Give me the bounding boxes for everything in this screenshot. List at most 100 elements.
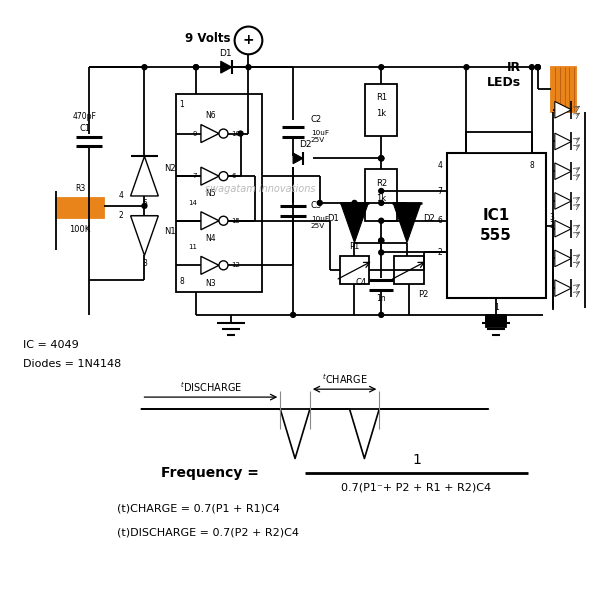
Polygon shape — [555, 163, 571, 179]
Text: 10uF
25V: 10uF 25V — [311, 130, 329, 143]
Circle shape — [219, 172, 228, 181]
Polygon shape — [293, 153, 303, 164]
Text: 555: 555 — [480, 228, 512, 243]
Text: Diodes = 1N4148: Diodes = 1N4148 — [23, 359, 121, 370]
Bar — [176, 94, 262, 292]
Text: 7: 7 — [193, 173, 197, 179]
Bar — [446, 154, 546, 298]
Text: N6: N6 — [206, 111, 216, 120]
Text: N5: N5 — [206, 190, 216, 199]
Polygon shape — [393, 203, 421, 242]
Text: 5: 5 — [142, 199, 147, 208]
Text: D1: D1 — [220, 49, 232, 58]
Text: swagatam innovations: swagatam innovations — [205, 184, 316, 194]
Text: 12: 12 — [232, 262, 241, 268]
Bar — [551, 67, 577, 112]
Text: C1: C1 — [79, 124, 91, 133]
Circle shape — [238, 131, 243, 136]
Bar — [486, 317, 506, 327]
Text: $^t$CHARGE: $^t$CHARGE — [322, 373, 367, 386]
Text: N1: N1 — [164, 227, 176, 236]
Text: P2: P2 — [418, 290, 428, 299]
Text: D1: D1 — [327, 214, 338, 223]
Circle shape — [379, 156, 384, 161]
Text: 1: 1 — [179, 100, 184, 109]
Polygon shape — [555, 280, 571, 296]
Circle shape — [379, 65, 384, 70]
Bar — [365, 169, 397, 221]
Polygon shape — [555, 133, 571, 150]
Polygon shape — [201, 125, 219, 143]
Text: IR
LEDs: IR LEDs — [487, 61, 521, 89]
Polygon shape — [555, 101, 571, 118]
Polygon shape — [131, 216, 158, 256]
Polygon shape — [221, 61, 232, 73]
Text: (t)DISCHARGE = 0.7(P2 + R2)C4: (t)DISCHARGE = 0.7(P2 + R2)C4 — [117, 528, 299, 538]
Circle shape — [317, 200, 322, 205]
Text: IC = 4049: IC = 4049 — [23, 340, 79, 350]
Text: 3: 3 — [549, 213, 554, 222]
Circle shape — [290, 313, 296, 317]
Circle shape — [246, 65, 251, 70]
Polygon shape — [201, 167, 219, 185]
Circle shape — [529, 65, 535, 70]
Circle shape — [379, 200, 384, 205]
Text: 6: 6 — [232, 173, 236, 179]
Text: N2: N2 — [164, 164, 176, 173]
Circle shape — [379, 156, 384, 161]
Text: 3: 3 — [550, 221, 554, 230]
Polygon shape — [201, 212, 219, 230]
Circle shape — [464, 65, 469, 70]
Text: $^t$DISCHARGE: $^t$DISCHARGE — [179, 380, 242, 394]
Polygon shape — [341, 203, 368, 242]
Text: C3: C3 — [311, 202, 322, 211]
Text: 2: 2 — [118, 211, 123, 220]
Text: D2: D2 — [299, 140, 311, 149]
Text: R2: R2 — [376, 179, 387, 188]
Circle shape — [379, 218, 384, 223]
Text: 6: 6 — [438, 216, 443, 225]
Text: 1n: 1n — [376, 293, 386, 302]
Text: 3: 3 — [142, 259, 147, 268]
Text: IC1: IC1 — [482, 208, 510, 223]
Circle shape — [142, 203, 147, 208]
Polygon shape — [555, 220, 571, 237]
Circle shape — [379, 238, 384, 243]
Text: 4: 4 — [118, 191, 123, 200]
Text: 1k: 1k — [376, 109, 386, 118]
Circle shape — [379, 250, 384, 255]
Text: 9 Volts: 9 Volts — [185, 32, 230, 45]
Polygon shape — [555, 193, 571, 209]
Bar — [466, 131, 532, 154]
Circle shape — [535, 65, 540, 70]
Text: 14: 14 — [188, 200, 197, 206]
Circle shape — [193, 65, 199, 70]
Polygon shape — [201, 256, 219, 274]
Text: 15: 15 — [232, 218, 241, 224]
Circle shape — [379, 313, 384, 317]
Bar — [394, 256, 424, 284]
Text: C4: C4 — [356, 278, 367, 287]
Bar — [56, 198, 104, 218]
Text: D2: D2 — [423, 214, 434, 223]
Circle shape — [379, 238, 384, 243]
Circle shape — [379, 188, 384, 193]
Text: 1k: 1k — [376, 194, 386, 203]
Text: +: + — [242, 34, 254, 47]
Circle shape — [535, 65, 540, 70]
Text: N4: N4 — [206, 234, 216, 243]
Text: 1: 1 — [412, 452, 421, 467]
Circle shape — [193, 65, 199, 70]
Circle shape — [352, 200, 357, 205]
Circle shape — [142, 65, 147, 70]
Bar — [486, 315, 506, 323]
Text: 100K: 100K — [70, 225, 91, 234]
Text: 8: 8 — [529, 161, 534, 170]
Text: N3: N3 — [206, 278, 216, 287]
Text: 7: 7 — [438, 187, 443, 196]
Text: P1: P1 — [349, 242, 359, 251]
Bar — [340, 256, 370, 284]
Text: 0.7(P1⁻+ P2 + R1 + R2)C4: 0.7(P1⁻+ P2 + R1 + R2)C4 — [341, 482, 491, 492]
Text: (t)CHARGE = 0.7(P1 + R1)C4: (t)CHARGE = 0.7(P1 + R1)C4 — [117, 503, 280, 513]
Polygon shape — [131, 157, 158, 196]
